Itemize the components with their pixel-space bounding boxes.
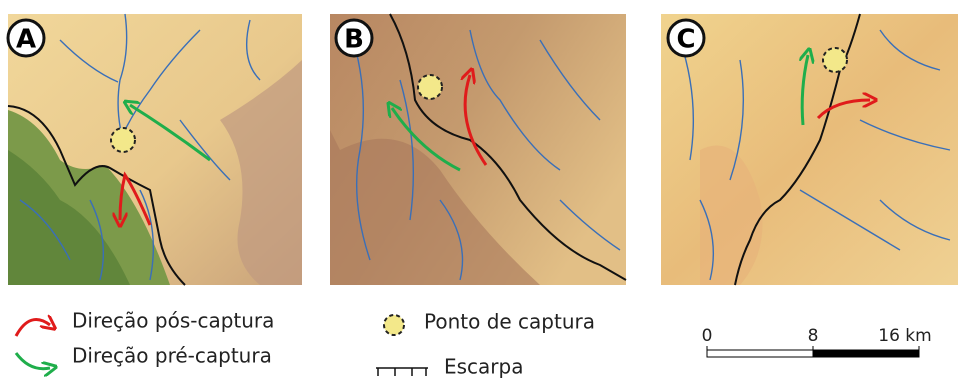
legend-text: Ponto de captura <box>424 310 595 334</box>
panel-b: B <box>330 14 626 285</box>
panel-label: C <box>676 25 695 55</box>
figure: A B C Direção pós-captura Direção pré-ca… <box>0 0 973 385</box>
legend-post-icon <box>16 320 50 336</box>
legend-escarpment-icon <box>376 368 428 376</box>
legend-text: Direção pós-captura <box>72 309 274 333</box>
scale-bar: 0 8 16 km <box>702 326 932 357</box>
legend-capture-icon <box>384 315 404 335</box>
legend-text: Escarpa <box>444 355 523 379</box>
scale-segment <box>813 350 919 357</box>
panel-c: C <box>661 14 958 285</box>
scale-label: 16 km <box>878 326 931 346</box>
panel-a: A <box>8 14 302 285</box>
legend-pre-icon <box>16 353 50 369</box>
scale-label: 0 <box>702 326 713 346</box>
legend-text: Direção pré-captura <box>72 344 272 368</box>
panel-label: A <box>16 25 36 55</box>
panel-label: B <box>344 25 364 55</box>
scale-label: 8 <box>808 326 819 346</box>
scale-segment <box>707 350 813 357</box>
